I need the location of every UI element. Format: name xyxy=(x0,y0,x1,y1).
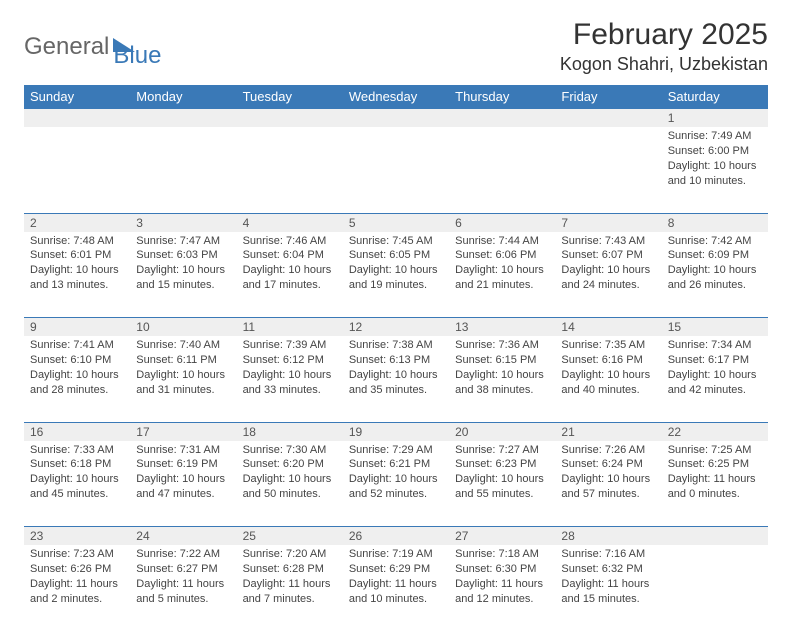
day-number-cell: 5 xyxy=(343,213,449,232)
day-info-cell: Sunrise: 7:29 AMSunset: 6:21 PMDaylight:… xyxy=(343,441,449,527)
day-info-cell: Sunrise: 7:35 AMSunset: 6:16 PMDaylight:… xyxy=(555,336,661,422)
day-number-cell xyxy=(343,109,449,128)
weekday-header-row: SundayMondayTuesdayWednesdayThursdayFrid… xyxy=(24,85,768,109)
day-number-cell: 4 xyxy=(237,213,343,232)
day-number-cell: 13 xyxy=(449,318,555,337)
calendar-table: SundayMondayTuesdayWednesdayThursdayFrid… xyxy=(24,85,768,631)
day-number-cell xyxy=(449,109,555,128)
weekday-header: Saturday xyxy=(662,85,768,109)
week-info-row: Sunrise: 7:48 AMSunset: 6:01 PMDaylight:… xyxy=(24,232,768,318)
day-number-cell: 9 xyxy=(24,318,130,337)
day-number-cell: 28 xyxy=(555,527,661,546)
day-number-cell: 22 xyxy=(662,422,768,441)
day-info-cell: Sunrise: 7:49 AMSunset: 6:00 PMDaylight:… xyxy=(662,127,768,213)
day-info-cell xyxy=(237,127,343,213)
weekday-header: Thursday xyxy=(449,85,555,109)
day-info-cell: Sunrise: 7:44 AMSunset: 6:06 PMDaylight:… xyxy=(449,232,555,318)
day-info-cell: Sunrise: 7:47 AMSunset: 6:03 PMDaylight:… xyxy=(130,232,236,318)
day-number-cell: 25 xyxy=(237,527,343,546)
day-number-cell: 15 xyxy=(662,318,768,337)
day-info-cell: Sunrise: 7:18 AMSunset: 6:30 PMDaylight:… xyxy=(449,545,555,631)
day-number-cell: 1 xyxy=(662,109,768,128)
day-info-cell: Sunrise: 7:27 AMSunset: 6:23 PMDaylight:… xyxy=(449,441,555,527)
day-info-cell: Sunrise: 7:46 AMSunset: 6:04 PMDaylight:… xyxy=(237,232,343,318)
day-info-cell: Sunrise: 7:23 AMSunset: 6:26 PMDaylight:… xyxy=(24,545,130,631)
day-info-cell: Sunrise: 7:26 AMSunset: 6:24 PMDaylight:… xyxy=(555,441,661,527)
page-title: February 2025 xyxy=(560,18,768,52)
day-info-cell: Sunrise: 7:38 AMSunset: 6:13 PMDaylight:… xyxy=(343,336,449,422)
day-info-cell: Sunrise: 7:34 AMSunset: 6:17 PMDaylight:… xyxy=(662,336,768,422)
day-info-cell: Sunrise: 7:36 AMSunset: 6:15 PMDaylight:… xyxy=(449,336,555,422)
day-info-cell: Sunrise: 7:30 AMSunset: 6:20 PMDaylight:… xyxy=(237,441,343,527)
day-info-cell: Sunrise: 7:48 AMSunset: 6:01 PMDaylight:… xyxy=(24,232,130,318)
day-info-cell: Sunrise: 7:41 AMSunset: 6:10 PMDaylight:… xyxy=(24,336,130,422)
week-info-row: Sunrise: 7:33 AMSunset: 6:18 PMDaylight:… xyxy=(24,441,768,527)
day-number-cell: 24 xyxy=(130,527,236,546)
day-info-cell: Sunrise: 7:45 AMSunset: 6:05 PMDaylight:… xyxy=(343,232,449,318)
day-number-cell: 26 xyxy=(343,527,449,546)
day-number-cell: 8 xyxy=(662,213,768,232)
week-info-row: Sunrise: 7:41 AMSunset: 6:10 PMDaylight:… xyxy=(24,336,768,422)
logo-text-2: Blue xyxy=(113,42,161,70)
day-info-cell xyxy=(130,127,236,213)
day-number-cell xyxy=(130,109,236,128)
day-info-cell xyxy=(662,545,768,631)
day-number-cell xyxy=(237,109,343,128)
week-number-row: 232425262728 xyxy=(24,527,768,546)
day-info-cell xyxy=(24,127,130,213)
day-info-cell xyxy=(449,127,555,213)
day-info-cell: Sunrise: 7:42 AMSunset: 6:09 PMDaylight:… xyxy=(662,232,768,318)
weekday-header: Wednesday xyxy=(343,85,449,109)
day-number-cell: 19 xyxy=(343,422,449,441)
weekday-header: Monday xyxy=(130,85,236,109)
day-number-cell: 20 xyxy=(449,422,555,441)
week-info-row: Sunrise: 7:23 AMSunset: 6:26 PMDaylight:… xyxy=(24,545,768,631)
location-label: Kogon Shahri, Uzbekistan xyxy=(560,54,768,75)
day-number-cell: 16 xyxy=(24,422,130,441)
day-number-cell: 23 xyxy=(24,527,130,546)
weekday-header: Tuesday xyxy=(237,85,343,109)
day-info-cell: Sunrise: 7:33 AMSunset: 6:18 PMDaylight:… xyxy=(24,441,130,527)
day-number-cell xyxy=(662,527,768,546)
day-info-cell: Sunrise: 7:43 AMSunset: 6:07 PMDaylight:… xyxy=(555,232,661,318)
day-number-cell: 14 xyxy=(555,318,661,337)
day-number-cell: 3 xyxy=(130,213,236,232)
week-number-row: 16171819202122 xyxy=(24,422,768,441)
day-number-cell: 21 xyxy=(555,422,661,441)
weekday-header: Friday xyxy=(555,85,661,109)
day-info-cell: Sunrise: 7:22 AMSunset: 6:27 PMDaylight:… xyxy=(130,545,236,631)
day-info-cell xyxy=(343,127,449,213)
day-number-cell: 18 xyxy=(237,422,343,441)
day-number-cell: 17 xyxy=(130,422,236,441)
day-info-cell: Sunrise: 7:39 AMSunset: 6:12 PMDaylight:… xyxy=(237,336,343,422)
day-info-cell: Sunrise: 7:19 AMSunset: 6:29 PMDaylight:… xyxy=(343,545,449,631)
logo-text-1: General xyxy=(24,33,109,61)
day-info-cell: Sunrise: 7:25 AMSunset: 6:25 PMDaylight:… xyxy=(662,441,768,527)
day-number-cell xyxy=(24,109,130,128)
day-number-cell: 11 xyxy=(237,318,343,337)
day-info-cell: Sunrise: 7:16 AMSunset: 6:32 PMDaylight:… xyxy=(555,545,661,631)
day-info-cell xyxy=(555,127,661,213)
day-number-cell: 12 xyxy=(343,318,449,337)
week-info-row: Sunrise: 7:49 AMSunset: 6:00 PMDaylight:… xyxy=(24,127,768,213)
day-number-cell: 7 xyxy=(555,213,661,232)
day-info-cell: Sunrise: 7:20 AMSunset: 6:28 PMDaylight:… xyxy=(237,545,343,631)
logo: General Blue xyxy=(24,18,161,70)
day-info-cell: Sunrise: 7:40 AMSunset: 6:11 PMDaylight:… xyxy=(130,336,236,422)
week-number-row: 1 xyxy=(24,109,768,128)
week-number-row: 2345678 xyxy=(24,213,768,232)
weekday-header: Sunday xyxy=(24,85,130,109)
day-number-cell xyxy=(555,109,661,128)
day-info-cell: Sunrise: 7:31 AMSunset: 6:19 PMDaylight:… xyxy=(130,441,236,527)
day-number-cell: 6 xyxy=(449,213,555,232)
day-number-cell: 2 xyxy=(24,213,130,232)
day-number-cell: 10 xyxy=(130,318,236,337)
week-number-row: 9101112131415 xyxy=(24,318,768,337)
day-number-cell: 27 xyxy=(449,527,555,546)
